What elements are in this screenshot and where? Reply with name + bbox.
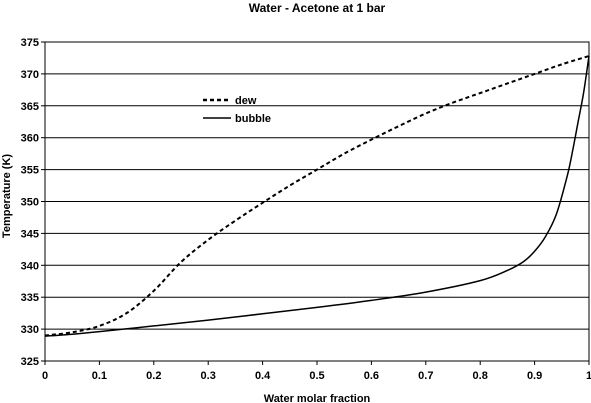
x-tick-label: 1 <box>586 370 591 382</box>
y-tick-label: 375 <box>21 37 39 49</box>
y-tick-label: 350 <box>21 197 39 209</box>
x-tick-label: 0.9 <box>527 370 542 382</box>
legend: dew bubble <box>203 95 271 125</box>
chart-title: Water - Acetone at 1 bar <box>249 1 386 15</box>
x-tick-label: 0.1 <box>92 370 107 382</box>
x-tick-label: 0.5 <box>309 370 324 382</box>
legend-label-dew: dew <box>235 95 257 107</box>
x-axis-label: Water molar fraction <box>264 393 371 403</box>
y-tick-label: 340 <box>21 260 39 272</box>
series-line-bubble <box>44 55 590 337</box>
x-tick-label: 0.7 <box>418 370 433 382</box>
y-tick-label: 335 <box>21 292 39 304</box>
y-tick-label: 370 <box>21 69 39 81</box>
x-tick-label: 0 <box>42 370 48 382</box>
x-tick-label: 0.4 <box>255 370 271 382</box>
y-axis-label: Temperature (K) <box>1 154 13 238</box>
series-line-dew <box>44 55 590 337</box>
x-axis-ticks: 0 0.1 0.2 0.3 0.4 0.5 0.6 0.7 0.8 0.9 1 <box>42 361 591 382</box>
x-tick-label: 0.3 <box>201 370 216 382</box>
x-tick-label: 0.2 <box>146 370 161 382</box>
series-layer <box>44 55 590 337</box>
gridlines <box>45 73 589 330</box>
y-tick-label: 345 <box>21 228 39 240</box>
y-tick-label: 355 <box>21 165 39 177</box>
y-tick-label: 365 <box>21 101 39 113</box>
y-tick-label: 360 <box>21 133 39 145</box>
y-axis-ticks: 325 330 335 340 345 350 355 360 365 370 375 <box>21 37 45 368</box>
x-tick-label: 0.6 <box>364 370 379 382</box>
legend-label-bubble: bubble <box>235 113 271 125</box>
y-tick-label: 325 <box>21 356 39 368</box>
x-tick-label: 0.8 <box>473 370 488 382</box>
y-tick-label: 330 <box>21 324 39 336</box>
